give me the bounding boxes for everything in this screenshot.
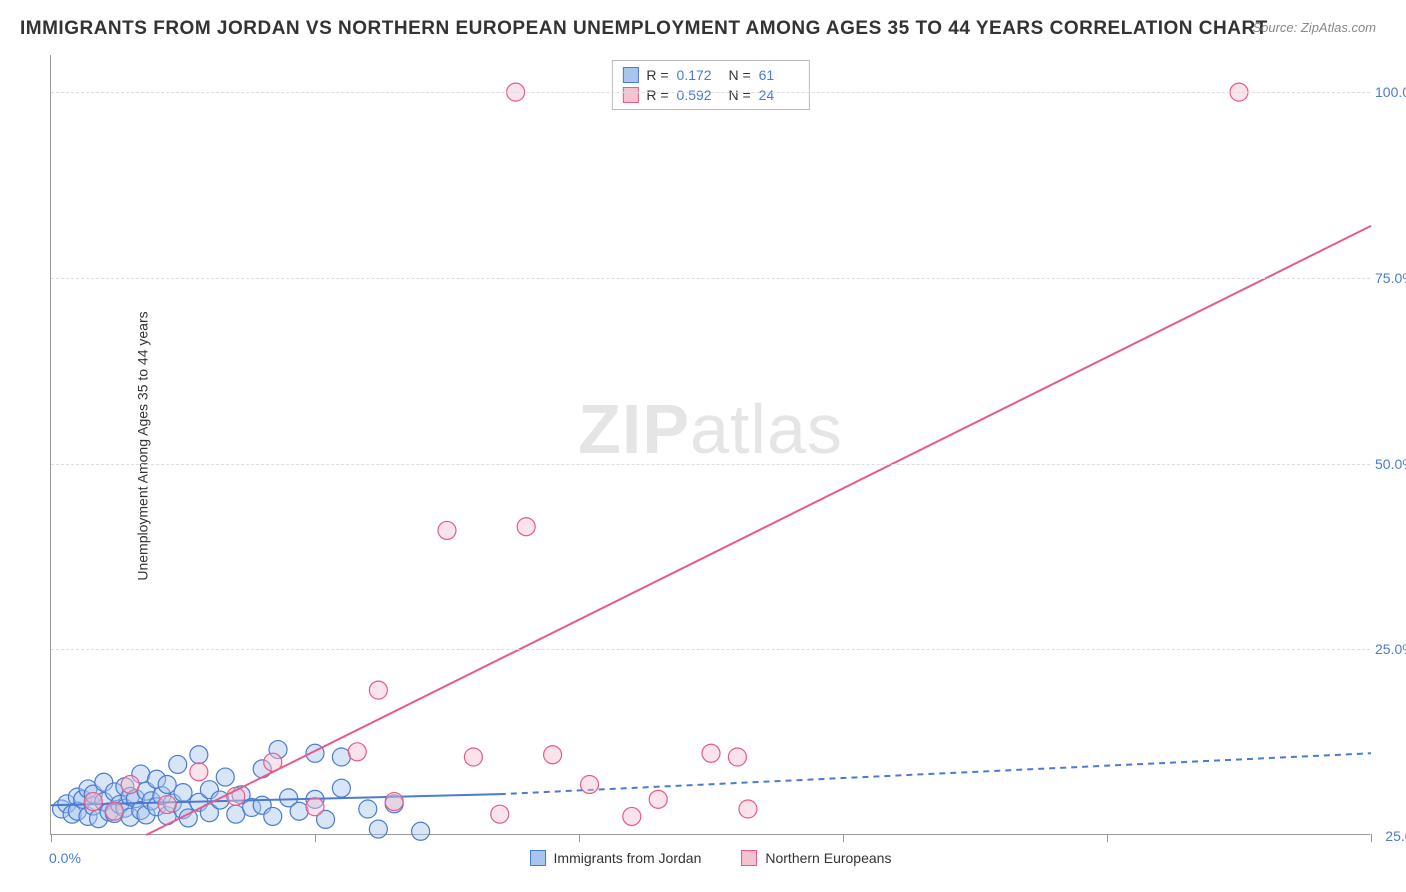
gridline-h	[51, 464, 1370, 465]
data-point	[702, 744, 720, 762]
y-tick-label: 75.0%	[1375, 270, 1406, 286]
data-point	[649, 790, 667, 808]
stat-n-label: N =	[725, 87, 751, 103]
data-point	[84, 793, 102, 811]
data-point	[174, 784, 192, 802]
chart-title: IMMIGRANTS FROM JORDAN VS NORTHERN EUROP…	[20, 18, 1268, 40]
stat-r-value-1: 0.592	[677, 87, 717, 103]
x-tick-label: 25.0%	[1385, 828, 1406, 844]
data-point	[105, 802, 123, 820]
data-point	[121, 775, 139, 793]
data-point	[412, 822, 430, 840]
stat-r-label: R =	[646, 87, 668, 103]
data-point	[216, 768, 234, 786]
data-point	[190, 746, 208, 764]
x-tick	[315, 834, 316, 842]
x-tick	[843, 834, 844, 842]
stat-r-label: R =	[646, 67, 668, 83]
legend-item-0: Immigrants from Jordan	[530, 850, 702, 866]
data-point	[544, 746, 562, 764]
data-point	[359, 800, 377, 818]
data-point	[332, 748, 350, 766]
data-point	[623, 807, 641, 825]
stat-n-label: N =	[725, 67, 751, 83]
legend-swatch-icon	[530, 850, 546, 866]
data-point	[369, 820, 387, 838]
data-point	[385, 793, 403, 811]
x-tick-label: 0.0%	[49, 850, 81, 866]
chart-svg	[51, 55, 1370, 834]
data-point	[169, 755, 187, 773]
legend-swatch-0	[622, 67, 638, 83]
bottom-legend: Immigrants from Jordan Northern European…	[530, 850, 892, 866]
legend-swatch-icon	[741, 850, 757, 866]
legend-item-1: Northern Europeans	[741, 850, 891, 866]
gridline-h	[51, 649, 1370, 650]
stat-r-value-0: 0.172	[677, 67, 717, 83]
stats-legend: R = 0.172 N = 61 R = 0.592 N = 24	[611, 60, 809, 110]
source-label: Source: ZipAtlas.com	[1252, 20, 1376, 35]
legend-swatch-1	[622, 87, 638, 103]
data-point	[158, 796, 176, 814]
gridline-h	[51, 278, 1370, 279]
x-tick	[1371, 834, 1372, 842]
data-point	[290, 802, 308, 820]
gridline-h	[51, 92, 1370, 93]
data-point	[306, 798, 324, 816]
data-point	[728, 748, 746, 766]
stat-n-value-1: 24	[759, 87, 799, 103]
y-tick-label: 25.0%	[1375, 641, 1406, 657]
plot-area: ZIPatlas R = 0.172 N = 61 R = 0.592 N = …	[50, 55, 1370, 835]
data-point	[491, 805, 509, 823]
x-tick	[51, 834, 52, 842]
data-point	[581, 775, 599, 793]
legend-label-0: Immigrants from Jordan	[554, 850, 702, 866]
trend-line-solid	[146, 226, 1371, 835]
legend-label-1: Northern Europeans	[765, 850, 891, 866]
data-point	[739, 800, 757, 818]
y-tick-label: 100.0%	[1375, 84, 1406, 100]
stats-row-1: R = 0.592 N = 24	[622, 85, 798, 105]
stats-row-0: R = 0.172 N = 61	[622, 65, 798, 85]
data-point	[332, 779, 350, 797]
data-point	[190, 763, 208, 781]
data-point	[517, 518, 535, 536]
stat-n-value-0: 61	[759, 67, 799, 83]
data-point	[438, 521, 456, 539]
y-tick-label: 50.0%	[1375, 456, 1406, 472]
data-point	[264, 807, 282, 825]
data-point	[369, 681, 387, 699]
data-point	[158, 775, 176, 793]
x-tick	[1107, 834, 1108, 842]
trend-line-dashed	[500, 753, 1371, 794]
x-tick	[579, 834, 580, 842]
data-point	[464, 748, 482, 766]
data-point	[348, 743, 366, 761]
